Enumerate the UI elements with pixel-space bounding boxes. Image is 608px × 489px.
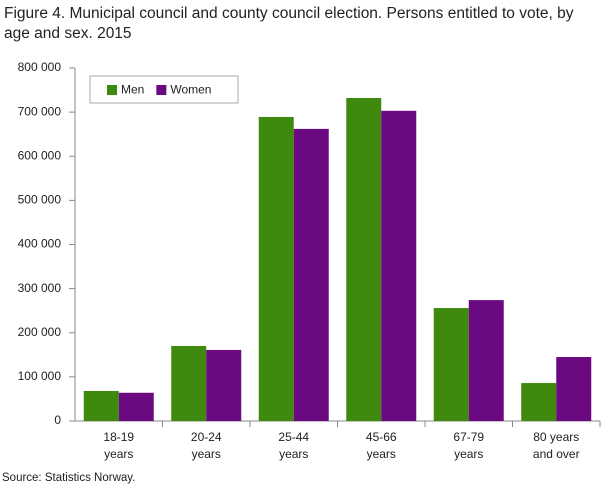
y-tick-label: 200 000 (18, 325, 62, 339)
y-tick-label: 300 000 (18, 281, 62, 295)
y-tick-label: 100 000 (18, 369, 62, 383)
y-tick-label: 0 (54, 413, 61, 427)
bar (381, 110, 417, 422)
bar (206, 349, 242, 421)
legend-swatch (156, 85, 167, 95)
legend-label: Women (170, 83, 211, 97)
x-tick-label: years (367, 447, 396, 461)
x-tick-label: years (192, 447, 221, 461)
x-tick-label: 20-24 (191, 430, 222, 444)
source: Source: Statistics Norway. (2, 472, 136, 484)
bar (171, 345, 207, 421)
x-tick-label: 18-19 (103, 430, 134, 444)
bar (83, 390, 119, 421)
x-tick-label: years (279, 447, 308, 461)
x-tick-label: 25-44 (278, 430, 309, 444)
legend-label: Men (121, 83, 144, 97)
bar (258, 116, 294, 421)
y-tick-label: 800 000 (18, 60, 62, 74)
y-tick-label: 400 000 (18, 237, 62, 251)
y-tick-label: 600 000 (18, 148, 62, 162)
x-tick-label: 45-66 (366, 430, 397, 444)
x-tick-label: and over (533, 447, 580, 461)
x-tick-label: 80 years (533, 430, 579, 444)
legend-swatch (107, 85, 117, 95)
y-tick-label: 700 000 (18, 104, 62, 118)
y-tick-label: 500 000 (18, 193, 62, 207)
bar (468, 300, 504, 421)
bar (346, 98, 382, 421)
x-tick-label: years (454, 447, 483, 461)
bar (293, 128, 329, 421)
bar (521, 383, 557, 421)
bar (556, 357, 592, 421)
chart-title: Figure 4. Municipal council and county c… (4, 5, 574, 42)
bar (118, 392, 154, 421)
x-tick-label: 67-79 (453, 430, 484, 444)
x-tick-label: years (104, 447, 133, 461)
bar (433, 308, 469, 421)
